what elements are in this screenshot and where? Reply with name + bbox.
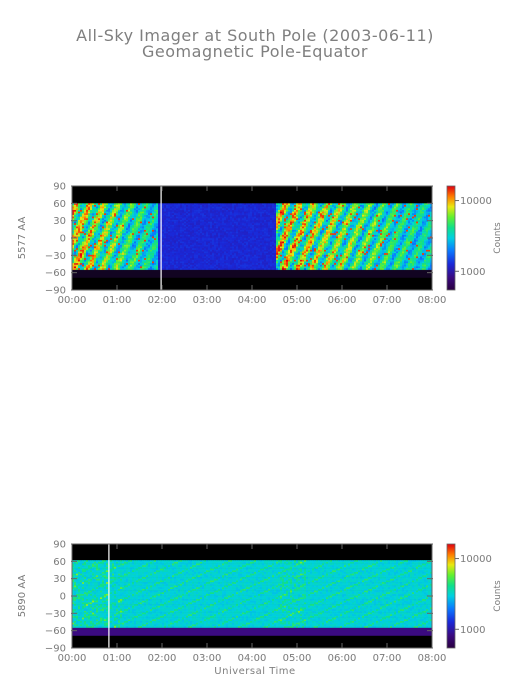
y-axis-label: 5890 AA [17, 575, 28, 618]
x-tick-label: 00:00 [58, 653, 87, 664]
y-axis: 90 60 30 0 −30 −60 −90 [45, 182, 433, 297]
y-tick-label: 90 [53, 182, 66, 193]
y-tick-label: 90 [53, 540, 66, 551]
low-signal-band [72, 269, 432, 278]
colorbar: 10000 1000 Counts [446, 543, 503, 649]
colorbar-tick-label: 10000 [460, 554, 492, 565]
heatmap-panel-1: 90 60 30 0 −30 −60 −90 5577 AA 00:00 01:00 02:00 03… [17, 182, 503, 307]
x-tick-label: 04:00 [238, 295, 267, 306]
y-tick-label: −30 [45, 251, 66, 262]
y-axis-label: 5577 AA [17, 217, 28, 260]
heatmap-cells [72, 203, 433, 271]
x-tick-label: 02:00 [148, 653, 177, 664]
chart-subtitle: Geomagnetic Pole-Equator [142, 42, 368, 61]
x-tick-label: 07:00 [373, 653, 402, 664]
y-tick-label: −90 [45, 644, 66, 655]
x-axis: 00:00 01:00 02:00 03:00 04:00 05:00 06:00 07:00… [58, 544, 447, 664]
y-tick-label: −30 [45, 609, 66, 620]
x-tick-label: 06:00 [328, 295, 357, 306]
x-tick-label: 04:00 [238, 653, 267, 664]
x-tick-label: 01:00 [103, 653, 132, 664]
y-tick-label: −60 [45, 268, 66, 279]
x-axis-title: Universal Time [214, 666, 296, 677]
x-tick-label: 00:00 [58, 295, 87, 306]
low-signal-band [72, 627, 432, 636]
y-tick-label: 60 [53, 199, 66, 210]
y-tick-label: −90 [45, 286, 66, 297]
x-tick-label: 05:00 [283, 653, 312, 664]
colorbar-tick-label: 10000 [460, 196, 492, 207]
chart-title: All-Sky Imager at South Pole (2003-06-11… [76, 26, 434, 45]
heatmap-panel-2: 90 60 30 0 −30 −60 −90 5890 AA 00:00 01:00 02:00 03… [17, 540, 503, 665]
x-tick-label: 03:00 [193, 295, 222, 306]
colorbar-label: Counts [493, 222, 503, 254]
x-tick-label: 01:00 [103, 295, 132, 306]
x-tick-label: 06:00 [328, 653, 357, 664]
y-axis: 90 60 30 0 −30 −60 −90 [45, 540, 433, 655]
colorbar-label: Counts [493, 580, 503, 612]
x-tick-label: 08:00 [418, 295, 447, 306]
y-tick-label: 0 [60, 234, 66, 245]
x-tick-label: 07:00 [373, 295, 402, 306]
x-axis: 00:00 01:00 02:00 03:00 04:00 05:00 06:00 07:00… [58, 186, 447, 306]
x-tick-label: 02:00 [148, 295, 177, 306]
y-tick-label: 30 [53, 574, 66, 585]
x-tick-label: 08:00 [418, 653, 447, 664]
y-tick-label: 60 [53, 557, 66, 568]
colorbar: 10000 1000 Counts [446, 185, 503, 291]
x-tick-label: 05:00 [283, 295, 312, 306]
heatmap-cells [72, 560, 433, 629]
colorbar-tick-label: 1000 [460, 267, 485, 278]
y-tick-label: 0 [60, 592, 66, 603]
y-tick-label: −60 [45, 626, 66, 637]
y-tick-label: 30 [53, 216, 66, 227]
x-tick-label: 03:00 [193, 653, 222, 664]
colorbar-tick-label: 1000 [460, 625, 485, 636]
